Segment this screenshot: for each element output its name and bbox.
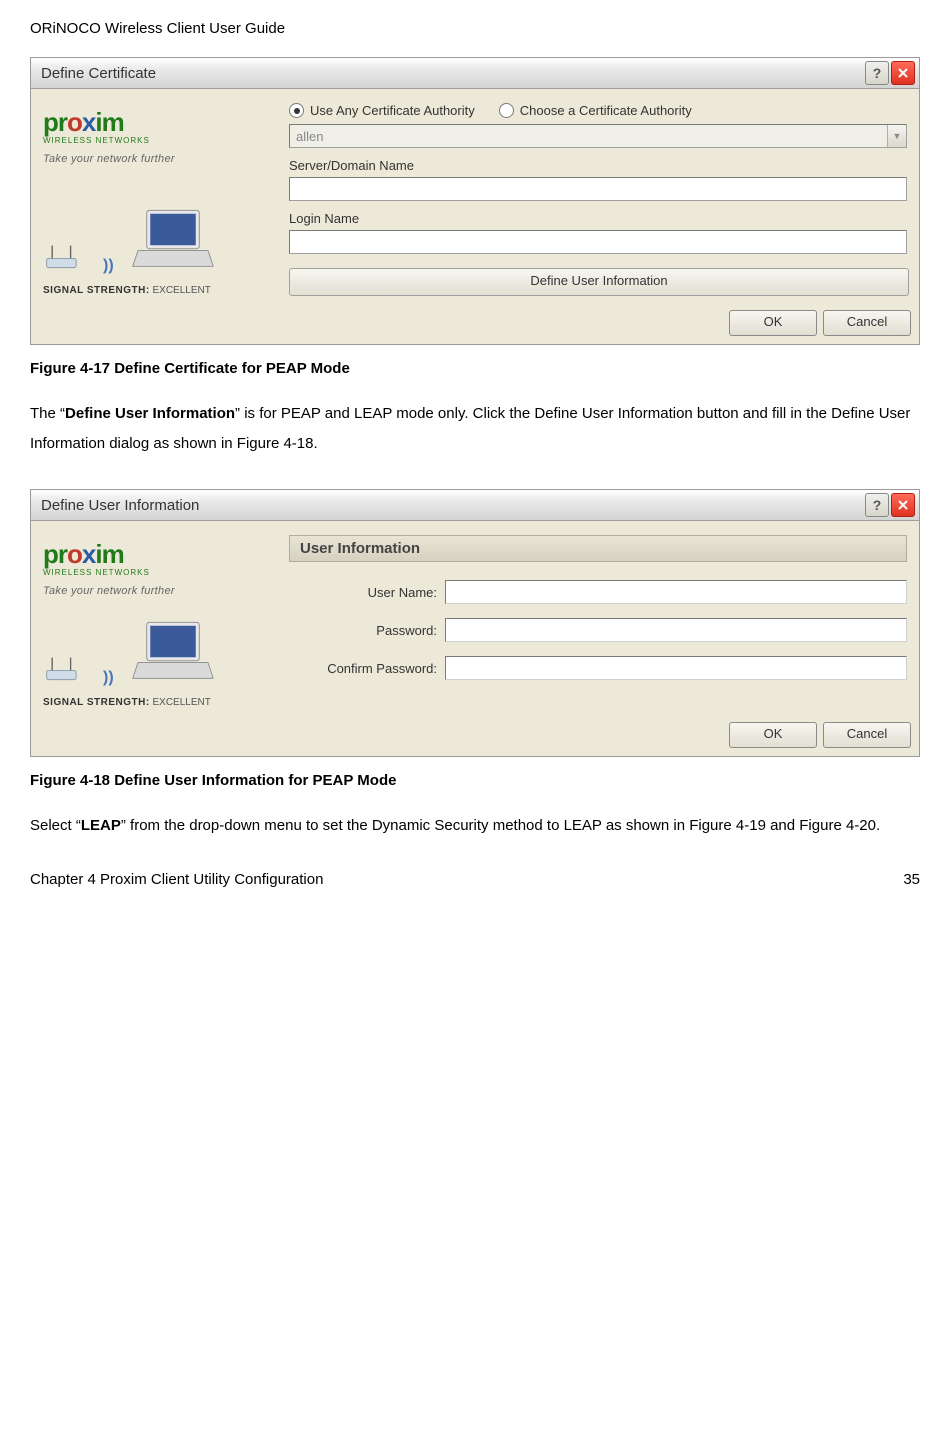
help-button[interactable]: ? [865, 61, 889, 85]
radio-unchecked-icon [499, 103, 514, 118]
wireless-image: )) [43, 205, 273, 275]
radio-choose-ca[interactable]: Choose a Certificate Authority [499, 103, 692, 118]
username-input[interactable] [445, 580, 907, 604]
user-info-section-header: User Information [289, 535, 907, 562]
side-panel: proxim WIRELESS NETWORKS Take your netwo… [39, 529, 277, 708]
login-name-input[interactable] [289, 230, 907, 254]
ok-button[interactable]: OK [729, 722, 817, 748]
radio-label: Use Any Certificate Authority [310, 103, 475, 118]
cancel-button[interactable]: Cancel [823, 310, 911, 336]
logo: proxim WIRELESS NETWORKS Take your netwo… [43, 107, 273, 165]
page-footer: Chapter 4 Proxim Client Utility Configur… [30, 871, 920, 888]
ca-dropdown: allen ▼ [289, 124, 907, 148]
logo: proxim WIRELESS NETWORKS Take your netwo… [43, 539, 273, 597]
figure-caption: Figure 4-18 Define User Information for … [30, 772, 920, 789]
confirm-password-label: Confirm Password: [289, 661, 445, 676]
signal-strength: SIGNAL STRENGTH: EXCELLENT [43, 697, 273, 708]
login-name-label: Login Name [289, 211, 907, 226]
radio-use-any-ca[interactable]: Use Any Certificate Authority [289, 103, 475, 118]
page-header: ORiNOCO Wireless Client User Guide [30, 20, 920, 37]
signal-strength: SIGNAL STRENGTH: EXCELLENT [43, 285, 273, 296]
side-panel: proxim WIRELESS NETWORKS Take your netwo… [39, 97, 277, 296]
chevron-down-icon: ▼ [887, 125, 906, 147]
dialog-title: Define Certificate [35, 65, 865, 82]
define-user-info-button[interactable]: Define User Information [289, 268, 909, 296]
server-domain-input[interactable] [289, 177, 907, 201]
close-button[interactable] [891, 61, 915, 85]
ok-button[interactable]: OK [729, 310, 817, 336]
define-user-info-dialog: Define User Information ? proxim WIRELES… [30, 489, 920, 757]
help-button[interactable]: ? [865, 493, 889, 517]
radio-checked-icon [289, 103, 304, 118]
titlebar: Define Certificate ? [31, 58, 919, 89]
username-label: User Name: [289, 585, 445, 600]
footer-chapter: Chapter 4 Proxim Client Utility Configur… [30, 871, 323, 888]
close-button[interactable] [891, 493, 915, 517]
server-domain-label: Server/Domain Name [289, 158, 907, 173]
radio-label: Choose a Certificate Authority [520, 103, 692, 118]
confirm-password-input[interactable] [445, 656, 907, 680]
password-input[interactable] [445, 618, 907, 642]
figure-caption: Figure 4-17 Define Certificate for PEAP … [30, 360, 920, 377]
body-paragraph: The “Define User Information” is for PEA… [30, 399, 920, 459]
body-paragraph: Select “LEAP” from the drop-down menu to… [30, 811, 920, 841]
titlebar: Define User Information ? [31, 490, 919, 521]
dialog-title: Define User Information [35, 497, 865, 514]
wireless-image: )) [43, 617, 273, 687]
define-certificate-dialog: Define Certificate ? proxim WIRELESS NET… [30, 57, 920, 345]
footer-page-number: 35 [903, 871, 920, 888]
cancel-button[interactable]: Cancel [823, 722, 911, 748]
password-label: Password: [289, 623, 445, 638]
